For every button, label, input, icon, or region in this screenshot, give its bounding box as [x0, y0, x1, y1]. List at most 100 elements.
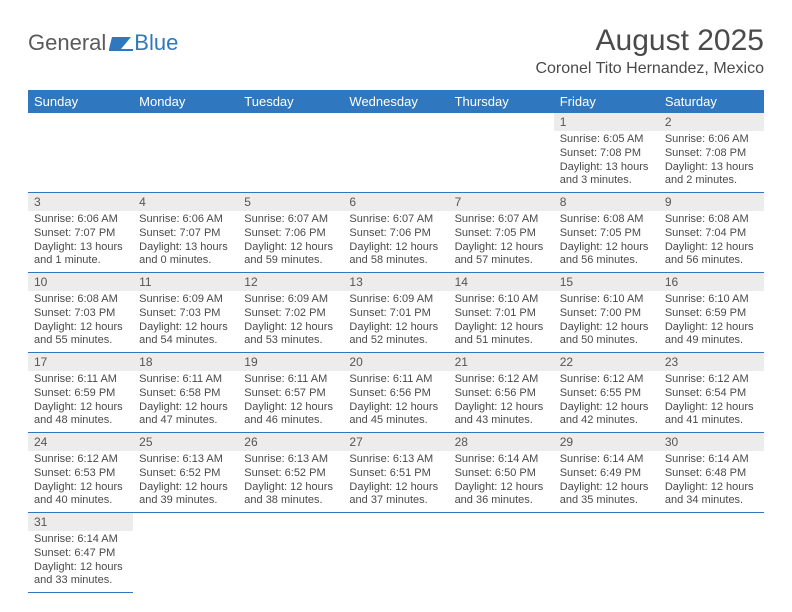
sunrise-line: Sunrise: 6:14 AM	[665, 453, 758, 467]
logo: General Blue	[28, 30, 178, 56]
day-content: Sunrise: 6:09 AMSunset: 7:02 PMDaylight:…	[238, 291, 343, 352]
day-number: 20	[343, 353, 448, 371]
day-content: Sunrise: 6:14 AMSunset: 6:47 PMDaylight:…	[28, 531, 133, 592]
calendar-cell: 14Sunrise: 6:10 AMSunset: 7:01 PMDayligh…	[449, 273, 554, 353]
calendar-cell: 17Sunrise: 6:11 AMSunset: 6:59 PMDayligh…	[28, 353, 133, 433]
calendar-cell: 2Sunrise: 6:06 AMSunset: 7:08 PMDaylight…	[659, 113, 764, 193]
day-content: Sunrise: 6:13 AMSunset: 6:51 PMDaylight:…	[343, 451, 448, 512]
sunset-line: Sunset: 6:52 PM	[244, 467, 337, 481]
day-content: Sunrise: 6:11 AMSunset: 6:59 PMDaylight:…	[28, 371, 133, 432]
weekday-header: Wednesday	[343, 90, 448, 113]
sunrise-line: Sunrise: 6:12 AM	[34, 453, 127, 467]
sunset-line: Sunset: 6:50 PM	[455, 467, 548, 481]
sunrise-line: Sunrise: 6:07 AM	[349, 213, 442, 227]
sunset-line: Sunset: 7:03 PM	[34, 307, 127, 321]
sunrise-line: Sunrise: 6:06 AM	[665, 133, 758, 147]
sunrise-line: Sunrise: 6:06 AM	[139, 213, 232, 227]
calendar-cell: 30Sunrise: 6:14 AMSunset: 6:48 PMDayligh…	[659, 433, 764, 513]
sunset-line: Sunset: 6:59 PM	[34, 387, 127, 401]
day-number: 21	[449, 353, 554, 371]
day-content: Sunrise: 6:06 AMSunset: 7:07 PMDaylight:…	[133, 211, 238, 272]
sunset-line: Sunset: 7:08 PM	[665, 147, 758, 161]
weekday-header: Thursday	[449, 90, 554, 113]
calendar-row: 31Sunrise: 6:14 AMSunset: 6:47 PMDayligh…	[28, 513, 764, 593]
daylight-line: Daylight: 12 hours and 39 minutes.	[139, 481, 232, 509]
day-content: Sunrise: 6:07 AMSunset: 7:06 PMDaylight:…	[343, 211, 448, 272]
sunset-line: Sunset: 7:01 PM	[455, 307, 548, 321]
daylight-line: Daylight: 12 hours and 46 minutes.	[244, 401, 337, 429]
logo-text-general: General	[28, 30, 106, 56]
daylight-line: Daylight: 12 hours and 49 minutes.	[665, 321, 758, 349]
day-content: Sunrise: 6:06 AMSunset: 7:07 PMDaylight:…	[28, 211, 133, 272]
calendar-cell: 11Sunrise: 6:09 AMSunset: 7:03 PMDayligh…	[133, 273, 238, 353]
day-number: 1	[554, 113, 659, 131]
calendar-table: SundayMondayTuesdayWednesdayThursdayFrid…	[28, 90, 764, 593]
day-content: Sunrise: 6:14 AMSunset: 6:50 PMDaylight:…	[449, 451, 554, 512]
daylight-line: Daylight: 12 hours and 55 minutes.	[34, 321, 127, 349]
calendar-cell: 24Sunrise: 6:12 AMSunset: 6:53 PMDayligh…	[28, 433, 133, 513]
sunrise-line: Sunrise: 6:12 AM	[665, 373, 758, 387]
calendar-cell-empty	[133, 513, 238, 593]
sunrise-line: Sunrise: 6:12 AM	[560, 373, 653, 387]
day-number: 3	[28, 193, 133, 211]
calendar-cell: 9Sunrise: 6:08 AMSunset: 7:04 PMDaylight…	[659, 193, 764, 273]
calendar-cell: 4Sunrise: 6:06 AMSunset: 7:07 PMDaylight…	[133, 193, 238, 273]
daylight-line: Daylight: 13 hours and 2 minutes.	[665, 161, 758, 189]
daylight-line: Daylight: 12 hours and 50 minutes.	[560, 321, 653, 349]
sunrise-line: Sunrise: 6:11 AM	[244, 373, 337, 387]
sunset-line: Sunset: 6:53 PM	[34, 467, 127, 481]
sunrise-line: Sunrise: 6:09 AM	[139, 293, 232, 307]
logo-text-blue: Blue	[134, 30, 178, 56]
day-number: 13	[343, 273, 448, 291]
title-block: August 2025 Coronel Tito Hernandez, Mexi…	[535, 24, 764, 78]
sunrise-line: Sunrise: 6:10 AM	[665, 293, 758, 307]
calendar-cell: 5Sunrise: 6:07 AMSunset: 7:06 PMDaylight…	[238, 193, 343, 273]
calendar-cell-empty	[28, 113, 133, 193]
calendar-row: 1Sunrise: 6:05 AMSunset: 7:08 PMDaylight…	[28, 113, 764, 193]
calendar-cell: 28Sunrise: 6:14 AMSunset: 6:50 PMDayligh…	[449, 433, 554, 513]
calendar-cell-empty	[554, 513, 659, 593]
sunset-line: Sunset: 7:05 PM	[560, 227, 653, 241]
sunset-line: Sunset: 6:48 PM	[665, 467, 758, 481]
sunrise-line: Sunrise: 6:14 AM	[560, 453, 653, 467]
day-number: 19	[238, 353, 343, 371]
day-content: Sunrise: 6:12 AMSunset: 6:53 PMDaylight:…	[28, 451, 133, 512]
sunrise-line: Sunrise: 6:11 AM	[139, 373, 232, 387]
weekday-header: Sunday	[28, 90, 133, 113]
day-content: Sunrise: 6:12 AMSunset: 6:54 PMDaylight:…	[659, 371, 764, 432]
day-content: Sunrise: 6:07 AMSunset: 7:06 PMDaylight:…	[238, 211, 343, 272]
calendar-cell: 21Sunrise: 6:12 AMSunset: 6:56 PMDayligh…	[449, 353, 554, 433]
sunset-line: Sunset: 6:56 PM	[455, 387, 548, 401]
calendar-cell: 20Sunrise: 6:11 AMSunset: 6:56 PMDayligh…	[343, 353, 448, 433]
day-number: 28	[449, 433, 554, 451]
month-title: August 2025	[535, 24, 764, 58]
daylight-line: Daylight: 12 hours and 41 minutes.	[665, 401, 758, 429]
day-number: 27	[343, 433, 448, 451]
day-number: 7	[449, 193, 554, 211]
day-content: Sunrise: 6:12 AMSunset: 6:55 PMDaylight:…	[554, 371, 659, 432]
day-content: Sunrise: 6:08 AMSunset: 7:04 PMDaylight:…	[659, 211, 764, 272]
day-number: 29	[554, 433, 659, 451]
calendar-cell-empty	[343, 513, 448, 593]
daylight-line: Daylight: 13 hours and 3 minutes.	[560, 161, 653, 189]
sunrise-line: Sunrise: 6:09 AM	[244, 293, 337, 307]
sunset-line: Sunset: 7:00 PM	[560, 307, 653, 321]
calendar-cell: 13Sunrise: 6:09 AMSunset: 7:01 PMDayligh…	[343, 273, 448, 353]
day-number: 15	[554, 273, 659, 291]
sunset-line: Sunset: 6:47 PM	[34, 547, 127, 561]
calendar-cell: 8Sunrise: 6:08 AMSunset: 7:05 PMDaylight…	[554, 193, 659, 273]
sunset-line: Sunset: 7:04 PM	[665, 227, 758, 241]
day-number: 17	[28, 353, 133, 371]
day-number: 16	[659, 273, 764, 291]
sunset-line: Sunset: 7:05 PM	[455, 227, 548, 241]
day-number: 30	[659, 433, 764, 451]
sunset-line: Sunset: 6:54 PM	[665, 387, 758, 401]
logo-flag-icon	[109, 34, 133, 52]
day-content: Sunrise: 6:08 AMSunset: 7:05 PMDaylight:…	[554, 211, 659, 272]
sunset-line: Sunset: 7:03 PM	[139, 307, 232, 321]
calendar-cell: 15Sunrise: 6:10 AMSunset: 7:00 PMDayligh…	[554, 273, 659, 353]
calendar-cell: 3Sunrise: 6:06 AMSunset: 7:07 PMDaylight…	[28, 193, 133, 273]
sunset-line: Sunset: 7:07 PM	[34, 227, 127, 241]
sunset-line: Sunset: 7:07 PM	[139, 227, 232, 241]
day-content: Sunrise: 6:10 AMSunset: 6:59 PMDaylight:…	[659, 291, 764, 352]
